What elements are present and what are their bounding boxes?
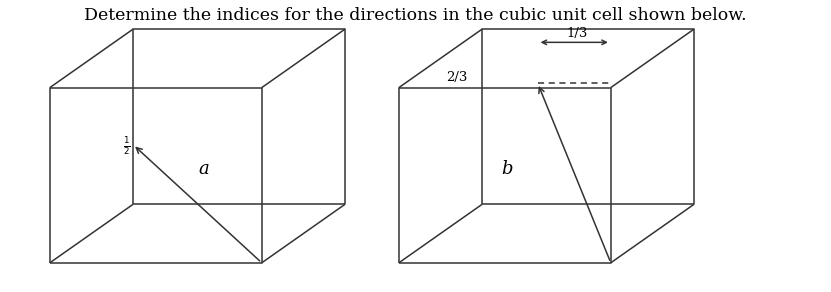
Text: b: b — [501, 160, 513, 178]
Text: 2/3: 2/3 — [445, 71, 467, 84]
Text: a: a — [199, 160, 209, 178]
Text: 1/3: 1/3 — [567, 27, 588, 40]
Text: Determine the indices for the directions in the cubic unit cell shown below.: Determine the indices for the directions… — [84, 7, 747, 24]
Text: $\frac{1}{2}$: $\frac{1}{2}$ — [123, 135, 130, 157]
